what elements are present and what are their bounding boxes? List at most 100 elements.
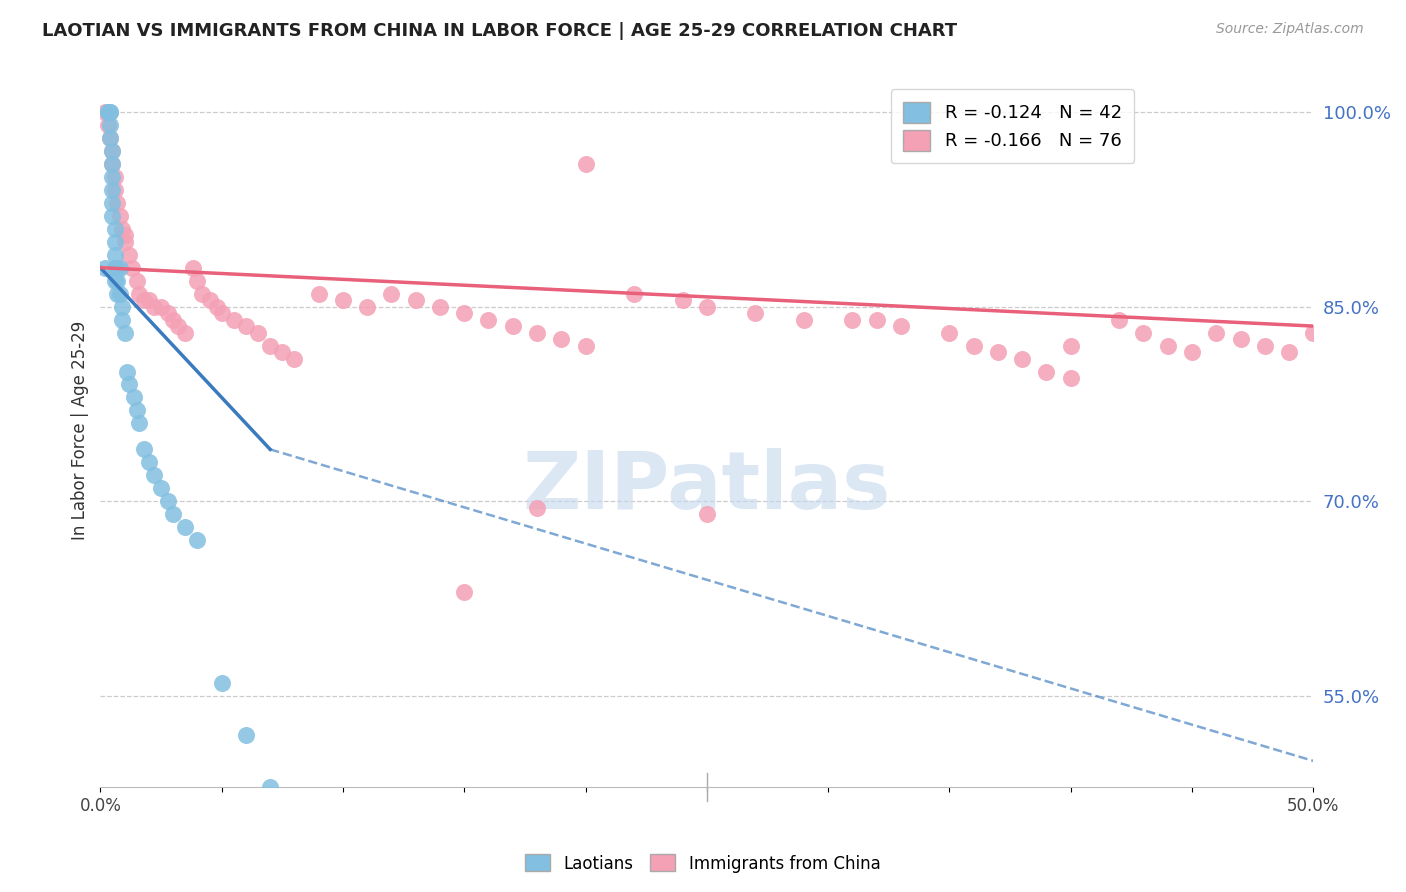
Point	[247, 326, 270, 340]
Point	[94, 260, 117, 275]
Point	[174, 326, 197, 340]
Point	[115, 364, 138, 378]
Text: Source: ZipAtlas.com: Source: ZipAtlas.com	[1216, 22, 1364, 37]
Point	[671, 293, 693, 307]
Point	[98, 131, 121, 145]
Point	[114, 326, 136, 340]
Text: LAOTIAN VS IMMIGRANTS FROM CHINA IN LABOR FORCE | AGE 25-29 CORRELATION CHART: LAOTIAN VS IMMIGRANTS FROM CHINA IN LABO…	[42, 22, 957, 40]
Point	[111, 312, 134, 326]
Point	[150, 300, 173, 314]
Point	[105, 260, 128, 275]
Point	[987, 345, 1010, 359]
Point	[574, 157, 596, 171]
Point	[104, 183, 127, 197]
Point	[98, 118, 121, 132]
Point	[142, 300, 165, 314]
Point	[101, 195, 124, 210]
Point	[124, 391, 146, 405]
Point	[744, 306, 766, 320]
Text: ZIPatlas: ZIPatlas	[523, 448, 891, 526]
Point	[101, 157, 124, 171]
Point	[211, 306, 233, 320]
Point	[222, 312, 245, 326]
Point	[283, 351, 305, 366]
Point	[453, 585, 475, 599]
Point	[125, 403, 148, 417]
Point	[142, 468, 165, 483]
Point	[97, 104, 120, 119]
Point	[104, 248, 127, 262]
Point	[118, 248, 141, 262]
Point	[125, 274, 148, 288]
Point	[132, 293, 155, 307]
Point	[98, 131, 121, 145]
Point	[104, 169, 127, 184]
Point	[101, 183, 124, 197]
Point	[235, 728, 257, 742]
Point	[101, 144, 124, 158]
Point	[841, 312, 863, 326]
Point	[198, 293, 221, 307]
Point	[1108, 312, 1130, 326]
Y-axis label: In Labor Force | Age 25-29: In Labor Force | Age 25-29	[72, 320, 89, 540]
Point	[162, 508, 184, 522]
Point	[114, 235, 136, 249]
Point	[101, 169, 124, 184]
Legend: R = -0.124   N = 42, R = -0.166   N = 76: R = -0.124 N = 42, R = -0.166 N = 76	[890, 89, 1135, 163]
Point	[526, 326, 548, 340]
Point	[271, 345, 294, 359]
Point	[108, 209, 131, 223]
Point	[101, 144, 124, 158]
Point	[890, 319, 912, 334]
Point	[104, 274, 127, 288]
Point	[97, 118, 120, 132]
Point	[1229, 332, 1251, 346]
Point	[108, 260, 131, 275]
Point	[128, 417, 150, 431]
Point	[114, 228, 136, 243]
Point	[150, 481, 173, 495]
Point	[97, 104, 120, 119]
Point	[191, 286, 214, 301]
Point	[453, 306, 475, 320]
Point	[405, 293, 427, 307]
Point	[380, 286, 402, 301]
Point	[1035, 364, 1057, 378]
Point	[128, 286, 150, 301]
Point	[181, 260, 204, 275]
Point	[332, 293, 354, 307]
Point	[793, 312, 815, 326]
Point	[1011, 351, 1033, 366]
Point	[205, 300, 228, 314]
Point	[1060, 371, 1083, 385]
Point	[259, 780, 281, 794]
Point	[356, 300, 378, 314]
Point	[1132, 326, 1154, 340]
Point	[186, 274, 208, 288]
Point	[211, 676, 233, 690]
Point	[526, 500, 548, 515]
Point	[1181, 345, 1204, 359]
Point	[477, 312, 499, 326]
Point	[132, 442, 155, 457]
Point	[1278, 345, 1301, 359]
Point	[623, 286, 645, 301]
Point	[111, 300, 134, 314]
Point	[121, 260, 143, 275]
Point	[1157, 338, 1180, 352]
Point	[696, 300, 718, 314]
Point	[162, 312, 184, 326]
Point	[1060, 338, 1083, 352]
Point	[502, 319, 524, 334]
Point	[696, 508, 718, 522]
Point	[167, 319, 190, 334]
Point	[101, 209, 124, 223]
Point	[963, 338, 986, 352]
Point	[104, 235, 127, 249]
Point	[105, 195, 128, 210]
Point	[111, 221, 134, 235]
Point	[429, 300, 451, 314]
Point	[118, 377, 141, 392]
Point	[138, 455, 160, 469]
Point	[308, 286, 330, 301]
